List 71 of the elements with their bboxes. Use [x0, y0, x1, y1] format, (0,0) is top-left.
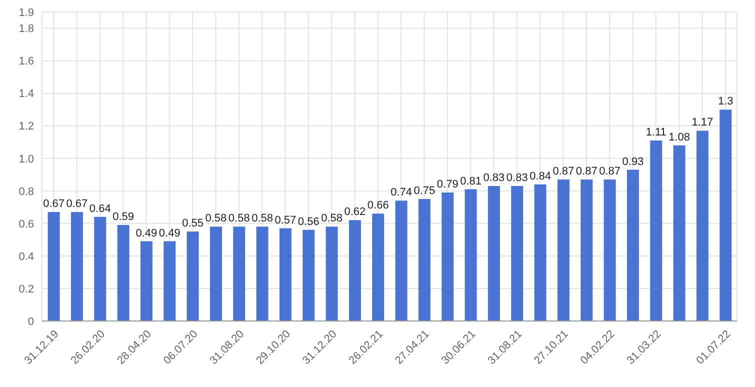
bar — [626, 170, 639, 321]
data-label: 0.84 — [530, 170, 552, 182]
bar — [279, 228, 292, 321]
bar — [70, 212, 83, 321]
data-label: 0.64 — [89, 202, 111, 215]
data-label: 1.11 — [646, 126, 666, 138]
bar — [580, 180, 593, 321]
y-tick-label: 1.9 — [18, 6, 34, 19]
y-tick-label: 1.2 — [18, 120, 34, 133]
y-tick-label: 0.6 — [18, 218, 34, 230]
data-label: 0.75 — [414, 185, 436, 198]
data-label: 0.67 — [43, 198, 65, 210]
bar — [186, 232, 199, 321]
bar — [511, 186, 524, 321]
bar — [673, 145, 686, 321]
bar — [395, 200, 408, 321]
y-tick-label: 0.8 — [18, 186, 34, 198]
y-tick-label: 1.4 — [18, 88, 34, 100]
bar — [94, 216, 106, 321]
data-label: 0.83 — [483, 172, 505, 184]
data-label: 0.81 — [460, 175, 482, 188]
data-label: 1.3 — [718, 96, 734, 108]
data-label: 0.56 — [298, 216, 320, 228]
bar — [117, 225, 130, 321]
data-label: 0.66 — [367, 200, 389, 212]
data-label: 0.58 — [321, 212, 343, 225]
data-label: 0.59 — [112, 211, 134, 224]
bar — [140, 241, 152, 321]
bar — [326, 226, 338, 321]
y-tick-label: 1.6 — [18, 56, 34, 68]
data-label: 0.58 — [252, 212, 274, 225]
bar — [256, 226, 268, 321]
y-tick-label: 0.4 — [18, 250, 34, 263]
bar — [418, 199, 430, 321]
data-label: 0.62 — [344, 206, 366, 218]
bar — [650, 140, 662, 321]
y-tick-label: 0 — [28, 316, 34, 328]
data-label: 0.87 — [599, 166, 621, 178]
data-label: 0.49 — [158, 227, 180, 240]
bar — [48, 212, 60, 321]
y-tick-label: 1.0 — [18, 153, 34, 166]
data-label: 0.58 — [228, 212, 250, 225]
data-label: 0.58 — [205, 212, 227, 225]
bar — [233, 226, 246, 321]
data-label: 0.55 — [182, 218, 204, 230]
bar — [488, 186, 500, 321]
data-label: 0.79 — [436, 178, 458, 191]
data-label: 0.83 — [506, 172, 528, 184]
bar — [720, 110, 732, 321]
data-label: 1.08 — [668, 131, 690, 144]
data-label: 1.17 — [692, 116, 714, 129]
bar — [164, 241, 176, 321]
data-label: 0.49 — [136, 227, 158, 240]
data-label: 0.87 — [576, 166, 598, 178]
bar — [557, 180, 570, 321]
y-tick-label: 1.8 — [18, 23, 34, 36]
bar — [464, 189, 477, 321]
bar — [348, 220, 361, 321]
bar — [696, 130, 708, 321]
data-label: 0.57 — [274, 214, 296, 226]
bar — [302, 230, 315, 321]
bar — [210, 226, 222, 321]
bar — [604, 180, 616, 321]
bar — [372, 214, 384, 321]
bar — [442, 192, 454, 321]
data-label: 0.93 — [622, 156, 644, 168]
data-label: 0.74 — [390, 186, 412, 199]
bar — [534, 184, 546, 321]
data-label: 0.67 — [66, 198, 88, 210]
data-label: 0.87 — [552, 166, 574, 178]
y-tick-label: 0.2 — [18, 283, 34, 296]
